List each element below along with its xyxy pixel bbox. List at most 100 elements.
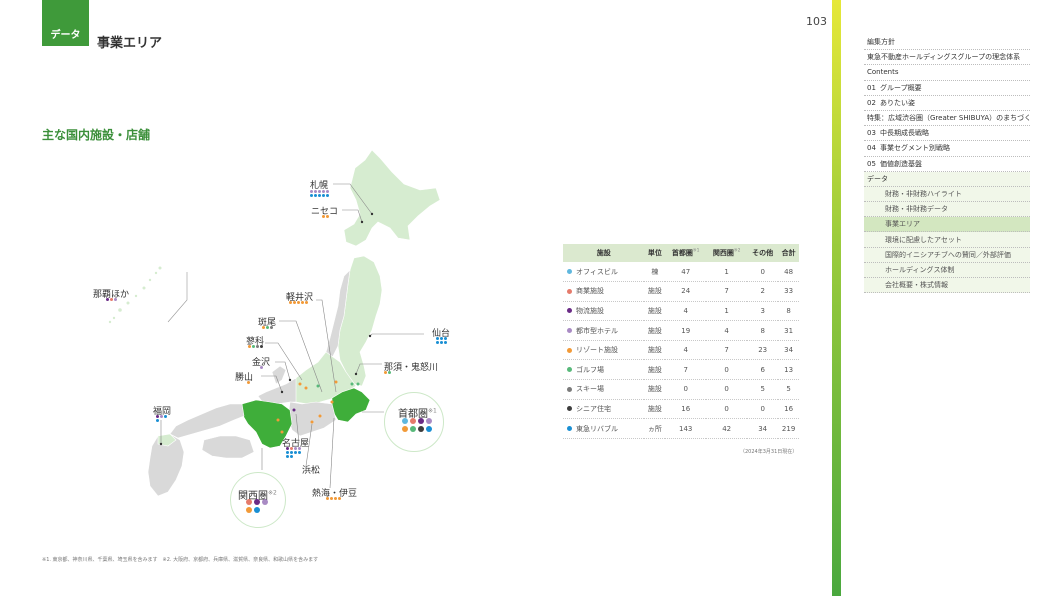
city-dots-kanazawa [260,366,266,369]
facility-dot-icon [247,381,250,384]
sidebar-item[interactable]: 東急不動産ホールディングスグループの理念体系 [864,50,1030,66]
count-kansai: 4 [706,320,748,341]
sidebar-item[interactable]: 05 価値創造基盤 [864,157,1030,172]
facility-dot-icon [256,345,259,348]
facility-dot-icon [410,418,416,424]
facility-dot-icon [298,447,301,450]
facility-dot-icon [402,426,408,432]
count-kansai: 7 [706,340,748,361]
facility-dot-icon [322,190,325,193]
sidebar-item[interactable]: 01 グループ概要 [864,81,1030,96]
sidebar-item[interactable]: Contents [864,65,1030,81]
facility-dot-icon [418,418,424,424]
sidebar-item-number: 03 [867,129,876,138]
facility-name: 東急リバブル [563,418,645,439]
sidebar-subitem[interactable]: 財務・非財務データ [864,202,1030,218]
facility-name: オフィスビル [563,262,645,283]
facility-dot-icon [290,455,293,458]
legend-bullet-icon [567,406,572,412]
facility-dot-icon [262,326,265,329]
table-row: 商業施設 施設 24 7 2 33 [563,281,799,302]
count-other: 8 [747,320,779,341]
facility-dot-icon [290,447,293,450]
facility-unit: 棟 [644,262,666,283]
sidebar-item-label: 中長期成長戦略 [880,129,929,138]
facility-dot-icon [318,194,321,197]
sidebar-subitem[interactable]: 財務・非財務ハイライト [864,186,1030,203]
sidebar-subitem[interactable]: 環境に配慮したアセット [864,232,1030,248]
count-other: 0 [747,262,779,283]
sidebar-item[interactable]: 02 ありたい姿 [864,96,1030,111]
sidebar-item[interactable]: 特集：広域渋谷圏（Greater SHIBUYA）のまちづくり [864,111,1030,127]
sidebar-subitem[interactable]: 事業エリア [864,217,1030,233]
fukuoka-shape [157,433,177,447]
facility-name: シニア住宅 [563,399,645,420]
location-markers [159,212,374,446]
sidebar-item-label: ありたい姿 [880,98,915,107]
sidebar-item[interactable]: 04 事業セグメント別戦略 [864,141,1030,157]
footnote: ※1. 東京都、神奈川県、千葉県、埼玉県を含みます ※2. 大阪府、京都府、兵庫… [42,557,319,563]
facility-dot-icon [252,345,255,348]
table-row: 都市型ホテル 施設 19 4 8 31 [563,320,799,341]
header-other: その他 [747,244,779,262]
sidebar-subitem[interactable]: ホールディングス体制 [864,262,1030,278]
sidebar-item-label: 東急不動産ホールディングスグループの理念体系 [867,53,1021,62]
city-dots-tateshina [248,345,266,348]
count-total: 219 [778,418,799,439]
count-other: 23 [747,340,779,361]
facility-dot-icon [338,497,341,500]
count-other: 2 [747,281,779,302]
facility-dot-icon [388,371,391,374]
count-kansai: 0 [706,359,748,381]
facility-dot-icon [114,298,117,301]
sidebar-item[interactable]: 編集方針 [864,35,1030,51]
legend-bullet-icon [567,426,572,432]
table-row: 物流施設 施設 4 1 3 8 [563,301,799,322]
legend-bullet-icon [567,367,572,373]
count-total: 13 [778,359,799,381]
sidebar-item-data[interactable]: データ [864,171,1030,187]
table-header-row: 施設 単位 首都圏※1 関西圏※2 その他 合計 [563,244,799,262]
count-shutoken: 143 [665,418,707,439]
count-kansai: 0 [706,379,748,400]
sidebar-item-label: 事業セグメント別戦略 [880,144,950,153]
count-other: 5 [747,379,779,400]
sidebar-subitem[interactable]: 会社概要・株式情報 [864,278,1030,294]
sidebar-item[interactable]: 03 中長期成長戦略 [864,126,1030,142]
facility-dot-icon [444,341,447,344]
facility-dot-icon [270,326,273,329]
city-dots-naha [106,298,122,301]
facility-dot-icon [262,499,268,505]
sidebar-item-label: 特集：広域渋谷圏（Greater SHIBUYA）のまちづくり [867,114,1030,123]
sidebar-subitem[interactable]: 国際的イニシアチブへの賛同／外部評価 [864,247,1030,263]
facility-dot-icon [110,298,113,301]
facility-dot-icon [286,447,289,450]
city-label-karuizawa: 軽井沢 [286,293,314,303]
count-shutoken: 4 [665,340,707,361]
hokuriku-shape [257,377,297,405]
facility-dot-icon [426,418,432,424]
facility-dot-icon [440,337,443,340]
city-dots-nasu [384,371,394,374]
sidebar-item-label: 編集方針 [867,38,895,47]
table-row: ゴルフ場 施設 7 0 6 13 [563,359,799,381]
facility-dot-icon [314,194,317,197]
count-shutoken: 0 [665,379,707,400]
facility-dot-icon [326,190,329,193]
count-shutoken: 16 [665,399,707,420]
city-label-katsuyama: 勝山 [235,373,254,383]
kyushu-shape [147,433,185,497]
facility-dot-icon [246,499,252,505]
facility-dot-icon [326,215,329,218]
city-label-naha: 那覇ほか [93,290,130,300]
facility-dot-icon [248,345,251,348]
facility-dot-icon [322,194,325,197]
facility-dot-icon [334,497,337,500]
facility-dot-icon [310,194,313,197]
city-label-atami: 熱海・伊豆 [312,489,358,499]
facility-dot-icon [310,190,313,193]
region-dots-kansai [246,499,268,513]
facility-unit: 施設 [644,320,666,341]
header-unit: 単位 [644,244,666,262]
facility-dot-icon [260,366,263,369]
